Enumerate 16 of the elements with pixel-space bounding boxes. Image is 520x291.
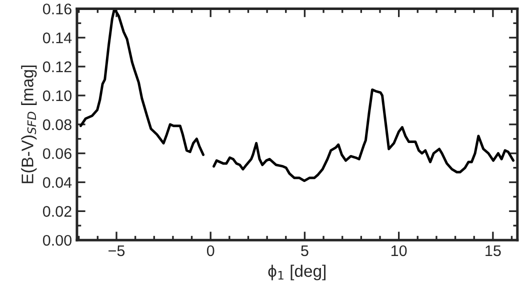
y-axis-title: E(B-V)$_{SFD}$ [mag] [21, 66, 37, 184]
y-tick-label: 0.04 [42, 177, 72, 188]
x-tick-label: −5 [108, 245, 125, 256]
x-tick-label: 5 [301, 245, 308, 256]
y-tick-label: 0.12 [42, 61, 72, 72]
x-tick-label: 15 [486, 245, 501, 256]
y-tick-label: 0.02 [42, 206, 72, 217]
y-tick-label: 0.00 [42, 234, 72, 246]
x-axis-title: ϕ$_{1}$ [deg] [268, 264, 326, 280]
y-tick-label: 0.14 [42, 32, 72, 44]
y-tick-label: 0.10 [42, 90, 72, 102]
y-tick-label: 0.06 [42, 148, 72, 160]
x-tick-label: 10 [391, 245, 407, 256]
y-tick-label: 0.08 [42, 119, 72, 130]
y-tick-label: 0.16 [42, 4, 72, 14]
x-tick-label: 0 [206, 245, 214, 256]
